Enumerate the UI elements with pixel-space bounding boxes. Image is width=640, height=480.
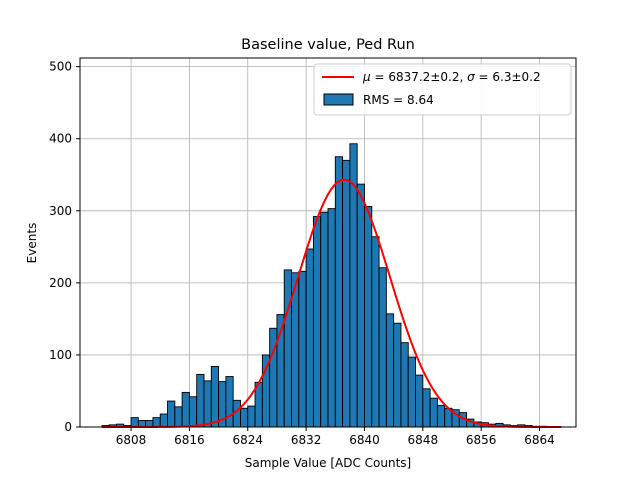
histogram-bar <box>342 159 351 428</box>
histogram-bar <box>203 380 212 428</box>
x-ticks: 6808 6816 6824 6832 6840 6848 6856 6864 <box>116 427 555 447</box>
y-tick-label: 500 <box>49 60 72 74</box>
x-tick-label: 6816 <box>174 433 205 447</box>
x-tick-label: 6864 <box>524 433 555 447</box>
x-axis-label: Sample Value [ADC Counts] <box>245 456 411 470</box>
histogram-bar <box>225 376 234 428</box>
histogram-bar <box>407 356 416 428</box>
histogram-bar <box>356 183 365 428</box>
histogram-bar <box>196 373 205 428</box>
histogram-bar <box>247 405 256 428</box>
histogram-bar <box>385 313 395 428</box>
histogram-bar <box>210 366 220 428</box>
histogram-bar <box>312 216 322 428</box>
histogram-bar <box>327 208 336 428</box>
histogram-bar <box>320 211 329 428</box>
histogram-bar <box>167 400 176 428</box>
x-tick-label: 6832 <box>291 433 322 447</box>
histogram-bar <box>436 404 446 428</box>
histogram-bar <box>181 391 190 428</box>
histogram-bar <box>334 156 344 428</box>
y-tick-label: 0 <box>64 420 72 434</box>
legend: μ = 6837.2±0.2, σ = 6.3±0.2 RMS = 8.64 <box>313 63 572 116</box>
histogram-bar <box>152 417 161 428</box>
histogram-bar <box>130 417 139 428</box>
y-tick-label: 300 <box>49 204 72 218</box>
histogram-bar <box>378 267 387 428</box>
legend-histogram-swatch <box>323 93 354 106</box>
histogram-bar <box>364 206 373 428</box>
x-tick-label: 6840 <box>349 433 380 447</box>
legend-box <box>313 63 572 116</box>
histogram-bar <box>240 407 249 428</box>
legend-histogram-label: RMS = 8.64 <box>363 93 434 107</box>
histogram-bar <box>188 396 198 428</box>
histogram-bar <box>298 270 307 428</box>
y-tick-label: 400 <box>49 132 72 146</box>
histogram-bar <box>422 388 431 428</box>
y-axis-label: Events <box>25 223 39 264</box>
histogram-bar <box>283 269 292 428</box>
histogram-bar <box>400 342 409 428</box>
y-tick-label: 200 <box>49 276 72 290</box>
histogram-bars <box>101 143 548 428</box>
histogram-bar <box>174 406 183 428</box>
histogram-bar <box>415 374 424 428</box>
chart-title: Baseline value, Ped Run <box>241 37 415 53</box>
x-tick-label: 6808 <box>116 433 147 447</box>
histogram-bar <box>429 397 438 428</box>
y-tick-label: 100 <box>49 348 72 362</box>
histogram-bar <box>393 322 402 428</box>
plot-frame <box>79 57 577 428</box>
x-tick-label: 6856 <box>466 433 497 447</box>
x-tick-label: 6848 <box>408 433 439 447</box>
y-ticks: 0 100 200 300 400 500 <box>49 60 80 434</box>
x-tick-label: 6824 <box>232 433 263 447</box>
histogram-bar <box>305 248 314 428</box>
legend-fit-label: μ = 6837.2±0.2, σ = 6.3±0.2 <box>362 70 541 84</box>
histogram-bar <box>261 354 271 428</box>
histogram-bar <box>159 413 168 428</box>
histogram-bar <box>371 236 380 428</box>
